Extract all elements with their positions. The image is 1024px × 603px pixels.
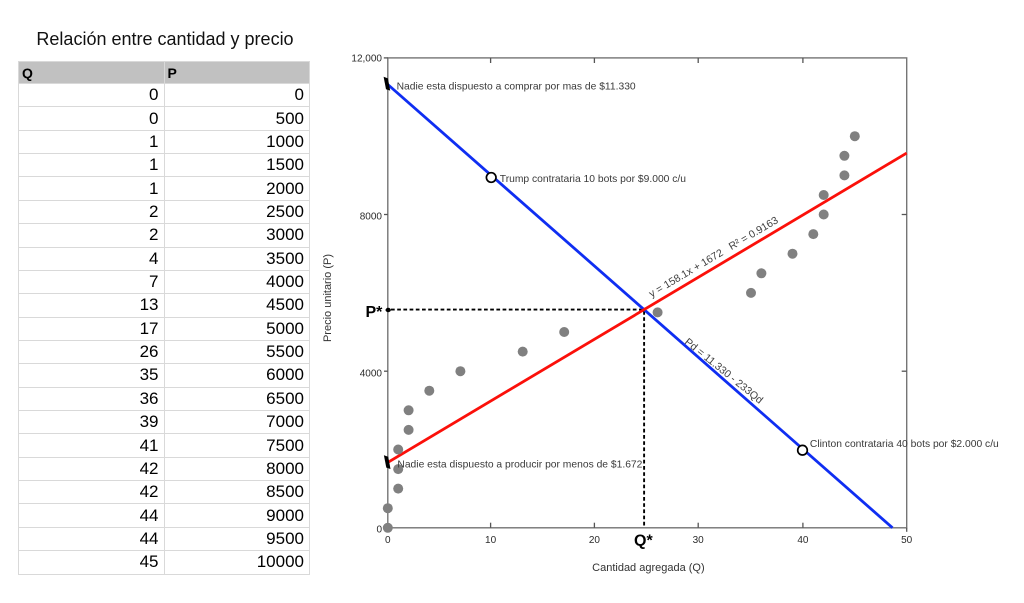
svg-text:10: 10 <box>485 535 497 546</box>
svg-text:y = 158.1x + 1672 R² = 0.916: y = 158.1x + 1672 R² = 0.9163 <box>647 214 781 300</box>
svg-text:P*: P* <box>366 304 384 321</box>
svg-text:40: 40 <box>797 535 809 546</box>
svg-text:0: 0 <box>376 525 382 536</box>
svg-text:Q*: Q* <box>634 532 653 549</box>
svg-text:Nadie esta dispuesto a comprar: Nadie esta dispuesto a comprar por mas d… <box>397 82 636 93</box>
svg-text:Trump contrataria 10 bots por: Trump contrataria 10 bots por $9.000 c/u <box>500 174 686 185</box>
svg-text:12,000: 12,000 <box>351 54 382 65</box>
svg-text:20: 20 <box>589 535 601 546</box>
svg-text:30: 30 <box>693 535 705 546</box>
svg-text:0: 0 <box>385 535 391 546</box>
svg-text:Precio unitario (P): Precio unitario (P) <box>322 254 334 342</box>
svg-text:Clinton contrataria 40 bots po: Clinton contrataria 40 bots por $2.000 c… <box>810 439 999 450</box>
svg-text:Pd = 11.330 - 233Qd: Pd = 11.330 - 233Qd <box>682 336 765 406</box>
svg-text:8000: 8000 <box>360 212 383 223</box>
svg-text:Nadie esta dispuesto a produci: Nadie esta dispuesto a producir por meno… <box>397 460 642 471</box>
svg-text:4000: 4000 <box>360 369 383 380</box>
svg-text:Cantidad agregada (Q): Cantidad agregada (Q) <box>592 562 705 574</box>
svg-text:50: 50 <box>901 535 913 546</box>
